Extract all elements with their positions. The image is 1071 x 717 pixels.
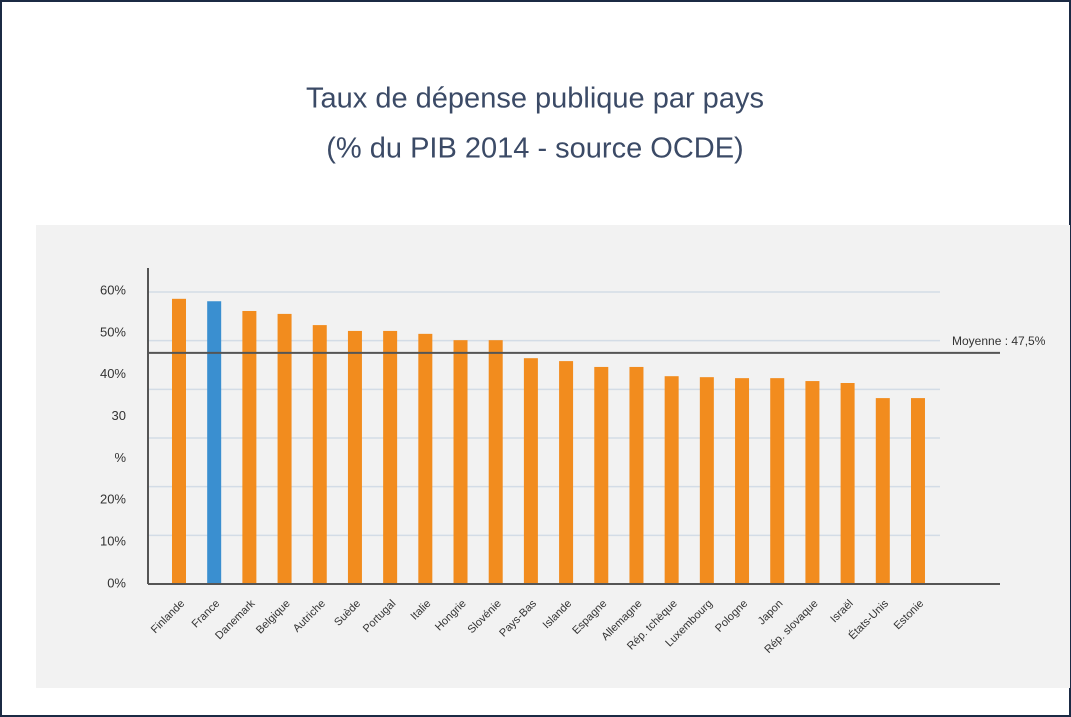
bar (488, 340, 503, 584)
bar (875, 398, 890, 584)
bar (418, 333, 433, 584)
chart-title: Taux de dépense publique par pays (306, 83, 764, 115)
bar (207, 301, 222, 584)
bar (559, 361, 574, 584)
y-tick-label: 30 (112, 408, 126, 423)
bar (629, 366, 644, 584)
bar (840, 383, 855, 584)
bar (735, 378, 750, 584)
bar (770, 378, 785, 584)
bar (523, 358, 538, 584)
y-tick-label: 20% (100, 492, 126, 507)
y-tick-label: 10% (100, 534, 126, 549)
y-tick-label: 50% (100, 324, 126, 339)
bar (910, 398, 925, 584)
y-tick-label: % (114, 450, 126, 465)
bar (347, 330, 362, 584)
mean-label: Moyenne : 47,5% (952, 334, 1046, 348)
bar (453, 340, 468, 584)
bar (594, 366, 609, 584)
bar (171, 298, 186, 584)
y-tick-label: 60% (100, 282, 126, 297)
bar (277, 313, 292, 584)
bar (312, 325, 327, 584)
y-tick-label: 0% (107, 575, 126, 590)
bar (383, 330, 398, 584)
bar (805, 381, 820, 584)
chart-subtitle: (% du PIB 2014 - source OCDE) (326, 133, 743, 165)
bar (242, 310, 257, 584)
bar (664, 376, 679, 584)
bar (699, 377, 714, 584)
y-tick-label: 40% (100, 366, 126, 381)
